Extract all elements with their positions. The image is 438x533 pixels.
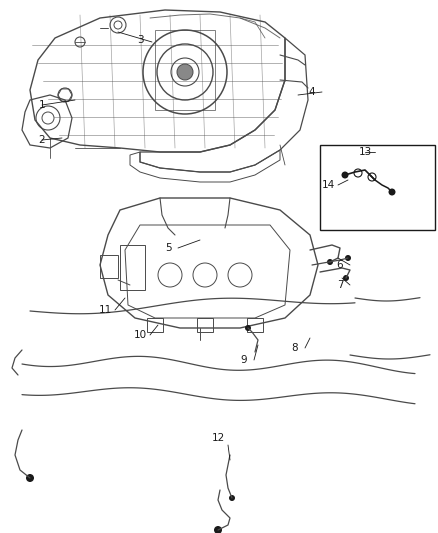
Text: 11: 11	[99, 305, 112, 315]
Circle shape	[229, 495, 235, 501]
Text: 4: 4	[309, 87, 315, 97]
Circle shape	[342, 172, 349, 179]
Text: 1: 1	[39, 100, 45, 110]
Circle shape	[245, 325, 251, 331]
Text: 9: 9	[241, 355, 247, 365]
Circle shape	[214, 526, 222, 533]
Text: 13: 13	[358, 147, 371, 157]
Circle shape	[345, 255, 351, 261]
Circle shape	[177, 64, 193, 80]
Text: 3: 3	[137, 35, 143, 45]
Text: 10: 10	[134, 330, 147, 340]
Text: 14: 14	[321, 180, 335, 190]
Bar	[320, 145, 435, 230]
Circle shape	[327, 259, 333, 265]
Text: 2: 2	[39, 135, 45, 145]
Circle shape	[26, 474, 34, 482]
Text: 8: 8	[292, 343, 298, 353]
Text: 6: 6	[337, 260, 343, 270]
Circle shape	[343, 275, 349, 281]
Text: 12: 12	[212, 433, 225, 443]
Circle shape	[389, 189, 396, 196]
Text: 5: 5	[165, 243, 171, 253]
Text: 7: 7	[337, 280, 343, 290]
